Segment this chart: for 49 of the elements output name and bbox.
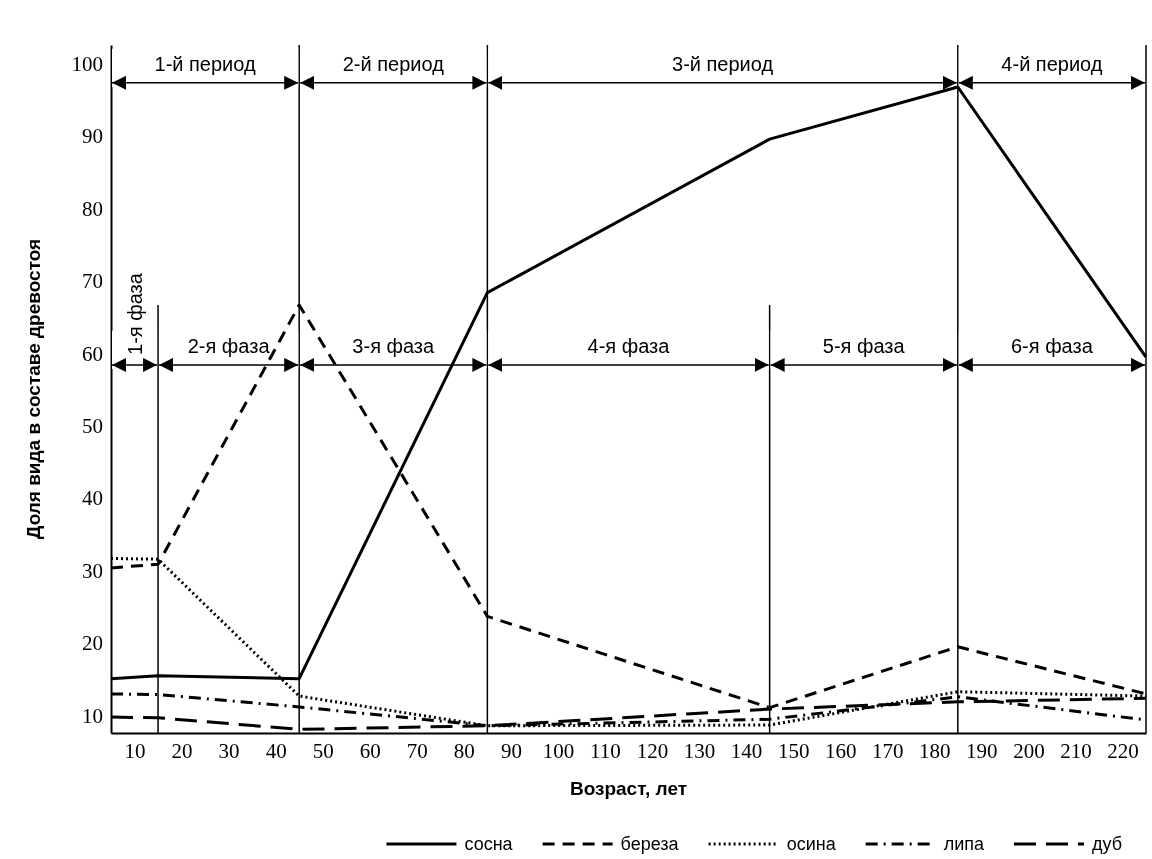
band-label: 2-я фаза xyxy=(187,334,271,357)
y-tick-label: 50 xyxy=(82,414,103,439)
band-label: 6-я фаза xyxy=(1011,334,1094,357)
x-tick-label: 130 xyxy=(683,738,716,763)
band-label: 4-й период xyxy=(1001,52,1103,75)
x-tick-label: 70 xyxy=(406,738,428,763)
legend-label: липа xyxy=(943,834,985,854)
y-tick-label: 100 xyxy=(71,51,103,76)
band-label: 5-я фаза xyxy=(822,334,906,357)
x-tick-label: 20 xyxy=(171,738,193,763)
band-label: 4-я фаза xyxy=(587,334,671,357)
x-tick-label: 200 xyxy=(1013,738,1045,763)
y-axis-title: Доля вида в составе древостоя xyxy=(23,238,44,540)
y-tick-label: 40 xyxy=(82,486,103,511)
y-tick-label: 60 xyxy=(82,341,103,366)
x-tick-label: 10 xyxy=(124,738,146,763)
band-label: 2-й период xyxy=(342,52,445,75)
band-label: 1-й период xyxy=(154,52,256,75)
x-tick-label: 140 xyxy=(730,738,763,763)
x-tick-label: 110 xyxy=(590,738,621,763)
band-label: 3-й период xyxy=(672,52,774,75)
x-tick-label: 210 xyxy=(1060,738,1092,763)
x-tick-label: 80 xyxy=(453,738,475,763)
y-tick-label: 20 xyxy=(82,631,103,656)
x-tick-label: 60 xyxy=(359,738,381,763)
legend-label: дуб xyxy=(1091,834,1122,854)
x-tick-label: 190 xyxy=(966,738,998,763)
x-tick-label: 160 xyxy=(824,738,857,763)
legend-label: осина xyxy=(786,834,837,854)
y-tick-label: 10 xyxy=(82,703,103,728)
y-tick-label: 80 xyxy=(82,196,103,221)
x-tick-label: 50 xyxy=(312,738,334,763)
band-label: 1-я фаза xyxy=(123,272,146,355)
x-tick-label: 40 xyxy=(265,738,287,763)
x-axis-title: Возраст, лет xyxy=(569,778,688,799)
x-tick-label: 30 xyxy=(218,738,240,763)
y-tick-label: 70 xyxy=(82,269,103,294)
legend-label: береза xyxy=(620,834,680,854)
x-tick-label: 100 xyxy=(542,738,575,763)
x-tick-label: 150 xyxy=(777,738,810,763)
band-label: 3-я фаза xyxy=(352,334,436,357)
legend-label: сосна xyxy=(464,834,514,854)
x-tick-label: 90 xyxy=(500,738,522,763)
x-tick-label: 220 xyxy=(1107,738,1139,763)
y-tick-label: 90 xyxy=(82,124,103,149)
y-tick-label: 30 xyxy=(82,558,103,583)
x-tick-label: 180 xyxy=(919,738,951,763)
x-tick-label: 120 xyxy=(636,738,669,763)
x-tick-label: 170 xyxy=(872,738,904,763)
